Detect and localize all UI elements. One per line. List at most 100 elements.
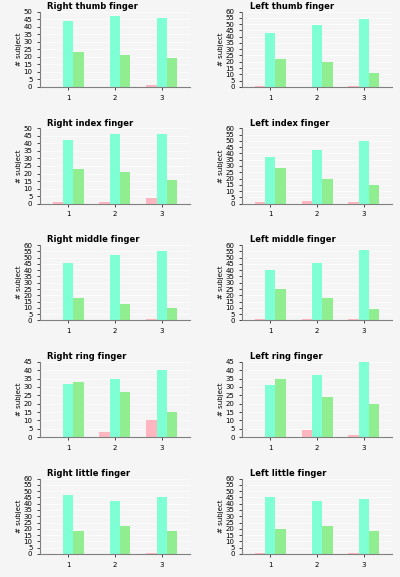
Bar	[63, 263, 73, 320]
Text: Right thumb finger: Right thumb finger	[48, 2, 138, 11]
Bar	[167, 531, 177, 554]
Bar	[265, 157, 276, 204]
Bar	[265, 33, 276, 87]
Bar	[156, 134, 167, 204]
Bar	[255, 319, 265, 320]
Bar	[100, 432, 110, 437]
Bar	[359, 499, 369, 554]
Bar	[369, 404, 379, 437]
Text: Right index finger: Right index finger	[48, 118, 134, 128]
Bar	[255, 203, 265, 204]
Y-axis label: # subject: # subject	[16, 266, 22, 299]
Bar	[369, 185, 379, 204]
Bar	[167, 58, 177, 87]
Bar	[73, 382, 84, 437]
Bar	[110, 134, 120, 204]
Bar	[312, 501, 322, 554]
Bar	[276, 59, 286, 87]
Bar	[73, 531, 84, 554]
Bar	[302, 319, 312, 320]
Y-axis label: # subject: # subject	[218, 266, 224, 299]
Bar	[302, 201, 312, 204]
Bar	[312, 263, 322, 320]
Bar	[312, 149, 322, 204]
Bar	[302, 430, 312, 437]
Bar	[359, 19, 369, 87]
Bar	[110, 255, 120, 320]
Bar	[156, 370, 167, 437]
Bar	[110, 379, 120, 437]
Bar	[53, 202, 63, 204]
Bar	[120, 172, 130, 204]
Bar	[63, 140, 73, 204]
Text: Left index finger: Left index finger	[250, 118, 329, 128]
Bar	[369, 531, 379, 554]
Bar	[100, 202, 110, 204]
Bar	[265, 497, 276, 554]
Bar	[348, 85, 359, 87]
Text: Left thumb finger: Left thumb finger	[250, 2, 334, 11]
Bar	[167, 308, 177, 320]
Bar	[146, 421, 156, 437]
Y-axis label: # subject: # subject	[218, 32, 224, 66]
Bar	[348, 203, 359, 204]
Y-axis label: # subject: # subject	[16, 383, 22, 416]
Bar	[276, 168, 286, 204]
Text: Right ring finger: Right ring finger	[48, 352, 127, 361]
Bar	[322, 178, 332, 204]
Bar	[348, 436, 359, 437]
Bar	[359, 141, 369, 204]
Text: Left ring finger: Left ring finger	[250, 352, 322, 361]
Bar	[276, 379, 286, 437]
Y-axis label: # subject: # subject	[218, 500, 224, 533]
Bar	[255, 553, 265, 554]
Text: Left middle finger: Left middle finger	[250, 235, 336, 244]
Y-axis label: # subject: # subject	[16, 500, 22, 533]
Bar	[120, 392, 130, 437]
Y-axis label: # subject: # subject	[218, 383, 224, 416]
Bar	[73, 169, 84, 204]
Bar	[146, 553, 156, 554]
Bar	[348, 553, 359, 554]
Bar	[146, 85, 156, 87]
Bar	[73, 52, 84, 87]
Bar	[312, 375, 322, 437]
Bar	[369, 73, 379, 87]
Bar	[110, 501, 120, 554]
Bar	[156, 252, 167, 320]
Bar	[167, 179, 177, 204]
Bar	[167, 412, 177, 437]
Bar	[322, 298, 332, 320]
Bar	[120, 526, 130, 554]
Bar	[156, 17, 167, 87]
Bar	[276, 529, 286, 554]
Bar	[348, 319, 359, 320]
Text: Right middle finger: Right middle finger	[48, 235, 140, 244]
Bar	[322, 397, 332, 437]
Bar	[120, 55, 130, 87]
Bar	[276, 289, 286, 320]
Bar	[146, 319, 156, 320]
Bar	[322, 62, 332, 87]
Bar	[63, 384, 73, 437]
Bar	[146, 197, 156, 204]
Y-axis label: # subject: # subject	[16, 149, 22, 183]
Bar	[120, 304, 130, 320]
Bar	[63, 495, 73, 554]
Text: Right little finger: Right little finger	[48, 469, 131, 478]
Y-axis label: # subject: # subject	[16, 32, 22, 66]
Y-axis label: # subject: # subject	[218, 149, 224, 183]
Bar	[156, 497, 167, 554]
Bar	[322, 526, 332, 554]
Text: Left little finger: Left little finger	[250, 469, 326, 478]
Bar	[312, 25, 322, 87]
Bar	[73, 298, 84, 320]
Bar	[265, 385, 276, 437]
Bar	[359, 362, 369, 437]
Bar	[255, 85, 265, 87]
Bar	[63, 21, 73, 87]
Bar	[369, 309, 379, 320]
Bar	[265, 270, 276, 320]
Bar	[359, 250, 369, 320]
Bar	[110, 16, 120, 87]
